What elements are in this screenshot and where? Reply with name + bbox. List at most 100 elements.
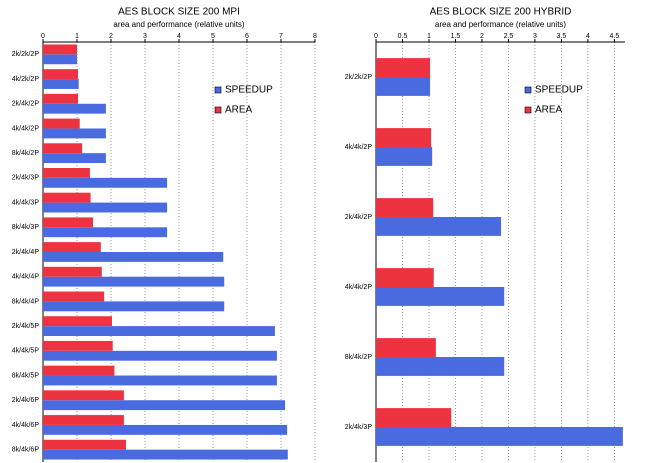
y-tick-label: 8k/4k/2P [345,354,373,361]
y-tick-label: 4k/4k/3P [12,199,40,206]
y-tick-label: 4k/4k/4P [12,274,40,281]
y-tick-label: 2k/4k/3P [12,175,40,182]
bar [43,340,113,351]
y-tick-label: 2k/2k/2P [12,51,40,58]
bar [43,192,91,203]
bar [376,427,623,446]
bar [376,147,433,166]
bar [376,268,434,287]
y-tick-label: 2k/4k/5P [12,323,40,330]
x-tick-label: 3.5 [557,33,567,40]
bar [376,198,434,217]
bar [43,424,288,435]
bar [43,400,286,411]
x-tick-label: 0 [41,33,45,40]
y-tick-label: 4k/2k/2P [12,76,40,83]
bar [43,177,168,188]
x-tick-label: 2 [109,33,113,40]
bar [43,227,168,238]
legend-swatch [524,86,532,94]
bar [376,128,432,147]
bar [43,153,106,164]
bar [43,375,277,386]
bar [376,357,505,376]
x-tick-label: 3 [533,33,537,40]
chart-title: AES BLOCK SIZE 200 MPI [118,7,240,18]
bar [376,287,505,306]
x-tick-label: 4.5 [610,33,620,40]
y-tick-label: 2k/4k/6P [12,397,40,404]
bar [43,415,124,425]
y-tick-label: 8k/4k/2P [12,150,40,157]
x-tick-label: 1 [75,33,79,40]
bar [43,128,106,139]
legend-label: AREA [225,105,253,116]
bar [43,217,93,228]
y-tick-label: 2k/4k/4P [12,249,40,256]
bar [43,326,275,336]
bar [43,266,102,277]
legend-swatch [524,106,532,114]
chart-subtitle: area and performance (relative units) [435,20,567,29]
x-tick-label: 1.5 [451,33,461,40]
y-tick-label: 2k/4k/2P [345,214,373,221]
bar [43,143,83,154]
legend-swatch [214,106,222,114]
y-tick-label: 2k/4k/3P [345,424,373,431]
chart-subtitle: area and performance (relative units) [113,20,245,29]
bar [376,77,431,96]
bar [43,365,115,376]
x-tick-label: 7 [279,33,283,40]
x-tick-label: 5 [211,33,215,40]
y-tick-label: 4k/4k/2P [345,284,373,291]
y-tick-label: 8k/4k/5P [12,372,40,379]
bar [43,301,225,312]
x-tick-label: 4 [177,33,181,40]
y-tick-label: 8k/4k/4P [12,298,40,305]
x-tick-label: 3 [143,33,147,40]
bar [376,58,431,77]
bar [43,118,80,129]
bar [43,93,79,104]
chart-title: AES BLOCK SIZE 200 HYBRID [430,7,572,18]
legend-label: SPEEDUP [535,85,583,96]
legend-label: AREA [535,105,563,116]
bar [43,449,288,460]
y-tick-label: 8k/4k/3P [12,224,40,231]
x-tick-label: 8 [313,33,317,40]
bar [43,252,224,262]
bar [43,242,101,252]
y-tick-label: 4k/4k/2P [345,144,373,151]
y-tick-label: 4k/4k/5P [12,348,40,355]
bar [43,69,79,80]
bar [376,217,502,236]
y-tick-label: 8k/4k/6P [12,446,40,453]
bar [43,350,277,361]
bar [43,276,225,287]
y-tick-label: 2k/2k/2P [345,74,373,81]
bar [376,408,452,427]
bar [43,79,79,89]
bar [43,54,77,65]
x-tick-label: 0.5 [398,33,408,40]
x-tick-label: 0 [374,33,378,40]
x-tick-label: 4 [586,33,590,40]
bar [43,316,113,327]
bar [43,202,168,213]
x-tick-label: 2 [480,33,484,40]
legend-swatch [214,86,222,94]
y-tick-label: 2k/4k/2P [12,101,40,108]
x-tick-label: 1 [427,33,431,40]
bar [43,291,105,302]
x-tick-label: 2.5 [504,33,514,40]
bar [43,44,77,55]
x-tick-label: 6 [245,33,249,40]
bar [376,338,436,357]
y-tick-label: 4k/4k/2P [12,125,40,132]
bar [43,168,90,178]
bar [43,439,126,450]
y-tick-label: 4k/4k/6P [12,422,40,429]
legend-label: SPEEDUP [225,85,273,96]
